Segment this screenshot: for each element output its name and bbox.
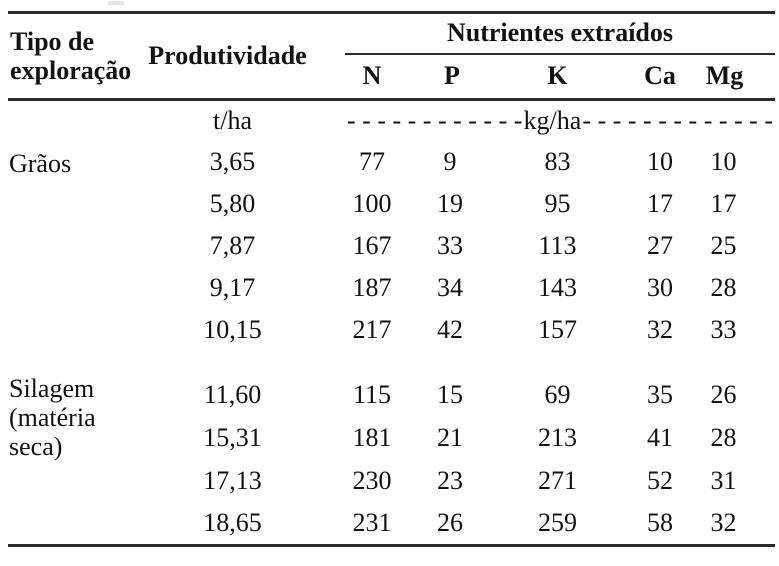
units-row: t/ha - - - - - - - - - - - - kg/ha - - -…: [8, 100, 775, 141]
section-label-line2: (matéria seca): [9, 402, 96, 461]
cell-k: 213: [538, 423, 577, 452]
header-col-p: P: [444, 61, 460, 91]
cell-ca: 10: [647, 146, 673, 176]
section-label-line1: Grãos: [9, 148, 72, 178]
cell-p: 23: [437, 466, 463, 495]
cell-k: 69: [544, 380, 571, 409]
cell-ca: 27: [647, 230, 673, 260]
cell-n: 77: [359, 146, 385, 176]
table-row: 18,65 231 26 259 58 32: [8, 503, 775, 546]
cell-ca: 32: [647, 314, 673, 344]
cell-produtividade: 3,65: [209, 146, 256, 176]
cell-produtividade: 7,87: [209, 230, 256, 260]
scan-artifact: [108, 1, 124, 5]
cell-p: 19: [437, 188, 463, 218]
cell-produtividade: 18,65: [203, 508, 262, 538]
cell-k: 259: [538, 508, 577, 538]
cell-mg: 10: [710, 146, 737, 176]
nutrients-table: Tipo de exploração Produtividade Nutrien…: [8, 11, 775, 547]
header-col-ca: Ca: [644, 61, 676, 91]
cell-produtividade: 15,31: [203, 423, 262, 452]
cell-mg: 33: [710, 314, 737, 344]
header-col-k: K: [547, 61, 568, 91]
unit-nutrients: - - - - - - - - - - - - kg/ha - - - - - …: [345, 100, 775, 141]
header-row-top: Tipo de exploração Produtividade Nutrien…: [8, 12, 775, 85]
cell-p: 21: [437, 423, 463, 452]
section-label-silagem: Silagem (matéria seca): [8, 351, 140, 546]
header-produtividade: Produtividade: [148, 41, 307, 70]
section-graos: Grãos 3,65 77 9 83 10 10 5,80 100 19 95 …: [8, 141, 775, 351]
cell-p: 33: [437, 230, 463, 260]
table-row: 10,15 217 42 157 32 33: [8, 309, 775, 351]
nutrients-table-wrap: Tipo de exploração Produtividade Nutrien…: [8, 11, 775, 547]
cell-n: 217: [352, 314, 392, 344]
cell-empty: [8, 100, 140, 141]
header-tipo-exploracao: Tipo de exploração: [8, 13, 140, 100]
cell-ca: 41: [647, 423, 673, 452]
header-nutrientes-extraidos: Nutrientes extraídos: [345, 12, 775, 55]
cell-k: 157: [538, 314, 577, 344]
cell-p: 42: [437, 314, 463, 344]
cell-produtividade: 9,17: [209, 272, 256, 302]
cell-n: 167: [352, 230, 392, 260]
cell-produtividade: 17,13: [203, 466, 262, 495]
header-col-n: N: [362, 61, 382, 91]
cell-n: 100: [352, 188, 392, 218]
cell-k: 83: [544, 146, 571, 176]
section-label-graos: Grãos: [8, 141, 140, 351]
cell-produtividade: 11,60: [203, 380, 262, 409]
cell-p: 34: [437, 272, 463, 302]
cell-ca: 58: [647, 508, 673, 538]
cell-n: 230: [352, 466, 392, 495]
section-silagem: Silagem (matéria seca) 11,60 115 15 69 3…: [8, 351, 775, 546]
cell-n: 187: [352, 272, 392, 302]
unit-produtividade: t/ha: [213, 105, 252, 135]
cell-k: 113: [538, 230, 577, 260]
cell-mg: 25: [710, 230, 737, 260]
table-row: 5,80 100 19 95 17 17: [8, 183, 775, 225]
units-section: t/ha - - - - - - - - - - - - kg/ha - - -…: [8, 100, 775, 141]
dashes-right: - - - - - - - - - - - - -: [582, 105, 773, 135]
cell-n: 181: [352, 423, 392, 452]
section-label-line1: Silagem: [9, 373, 95, 403]
header-tipo-line1: Tipo de: [10, 27, 95, 56]
cell-mg: 28: [710, 272, 737, 302]
table-row: 7,87 167 33 113 27 25: [8, 225, 775, 267]
cell-ca: 17: [647, 188, 673, 218]
cell-k: 95: [544, 188, 571, 218]
cell-produtividade: 5,80: [209, 188, 256, 218]
table-row: 15,31 181 21 213 41 28: [8, 417, 775, 460]
table-row: 9,17 187 34 143 30 28: [8, 267, 775, 309]
cell-mg: 17: [710, 188, 737, 218]
header-col-mg: Mg: [705, 61, 744, 91]
table-row: 17,13 230 23 271 52 31: [8, 460, 775, 503]
header-tipo-line2: exploração: [10, 56, 132, 85]
cell-mg: 32: [710, 508, 737, 538]
cell-p: 9: [443, 146, 457, 176]
table-row: Silagem (matéria seca) 11,60 115 15 69 3…: [8, 351, 775, 461]
cell-mg: 26: [710, 380, 737, 409]
header-row-sub: N P K Ca Mg: [8, 54, 775, 100]
cell-ca: 52: [647, 466, 673, 495]
cell-p: 15: [437, 380, 463, 409]
table-row: Grãos 3,65 77 9 83 10 10: [8, 141, 775, 183]
cell-produtividade: 10,15: [203, 314, 262, 344]
cell-p: 26: [437, 508, 463, 538]
cell-ca: 30: [647, 272, 673, 302]
dashes-left: - - - - - - - - - - - -: [347, 105, 523, 135]
cell-mg: 31: [710, 466, 737, 495]
cell-n: 115: [352, 380, 392, 409]
table-header: Tipo de exploração Produtividade Nutrien…: [8, 12, 775, 100]
cell-k: 143: [538, 272, 577, 302]
cell-mg: 28: [710, 423, 737, 452]
kgha-dash-line: - - - - - - - - - - - - kg/ha - - - - - …: [347, 105, 773, 135]
cell-k: 271: [538, 466, 577, 495]
cell-ca: 35: [647, 380, 673, 409]
unit-kgha-label: kg/ha: [523, 105, 582, 135]
cell-n: 231: [352, 508, 392, 538]
